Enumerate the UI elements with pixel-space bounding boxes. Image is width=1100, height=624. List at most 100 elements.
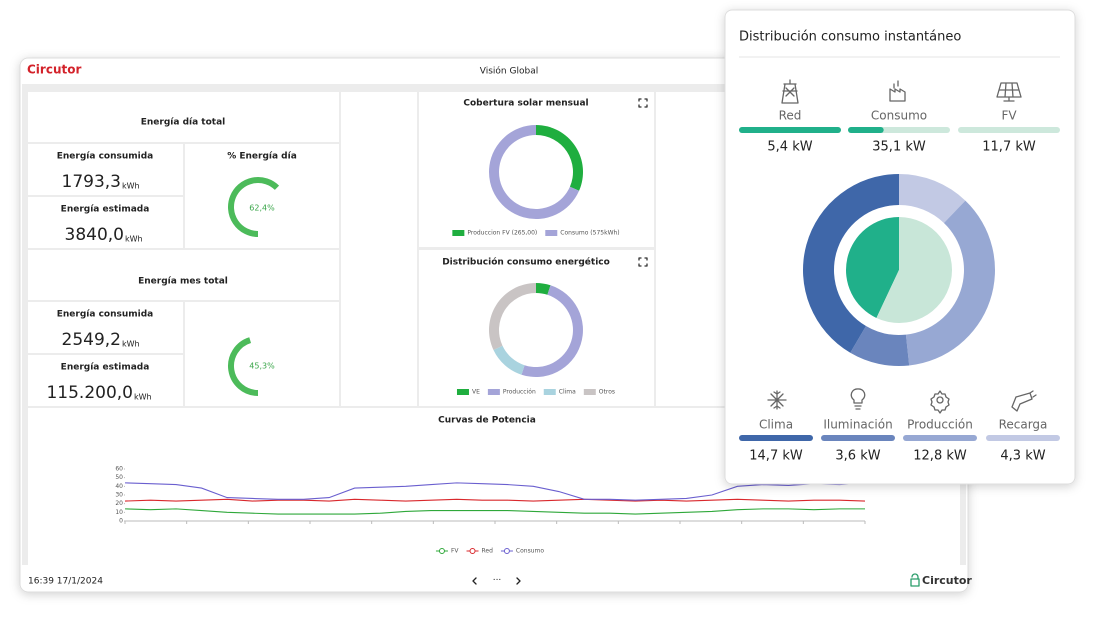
chart-title: Curvas de Potencia <box>438 416 536 426</box>
y-tick-label: 50 <box>115 474 123 481</box>
label: Energía consumida <box>57 310 154 320</box>
popup: Distribución consumo instantáneo Red 5,4 … <box>724 9 1076 485</box>
tile <box>185 302 339 406</box>
bar-fill <box>739 127 841 133</box>
donut-segment <box>521 285 583 377</box>
pie-segment <box>845 217 899 318</box>
unit: kWh <box>122 182 140 191</box>
legend-label: FV <box>451 548 459 555</box>
legend-marker <box>469 548 476 554</box>
load-bar <box>821 435 895 441</box>
tile-title: Energía mes total <box>138 277 228 287</box>
donut-segment <box>493 345 525 375</box>
source-value: 5,4 kW <box>767 140 812 155</box>
legend-swatch <box>456 389 469 395</box>
label: Energía estimada <box>61 363 150 373</box>
tile <box>419 92 654 247</box>
pie-segment <box>876 217 952 323</box>
ring-segment <box>905 200 996 366</box>
y-tick-label: 40 <box>115 483 123 490</box>
line-series <box>124 498 866 502</box>
legend-label: Red <box>482 548 494 555</box>
y-tick-label: 60 <box>115 466 123 473</box>
expand-icon[interactable] <box>638 98 648 267</box>
bar-track <box>958 127 1060 133</box>
tile <box>28 302 183 353</box>
line-series <box>124 482 866 501</box>
label: Energía consumida <box>57 152 154 162</box>
ring-segment <box>803 174 899 353</box>
donut-segment <box>536 283 551 295</box>
icon-bulb <box>850 388 866 410</box>
pager-arrows[interactable] <box>472 577 521 585</box>
popup-title: Distribución consumo instantáneo <box>739 30 961 45</box>
ring-segment <box>850 326 910 366</box>
value: 2549,2 <box>62 330 121 350</box>
gauge-label: 45,3% <box>249 362 275 371</box>
icon-factory <box>889 80 906 102</box>
load-value: 4,3 kW <box>1000 449 1045 464</box>
footer-brand: Circutor <box>922 574 972 587</box>
unit: kWh <box>122 340 140 349</box>
legend: Produccion FV (265,00) Consumo (575kWh) <box>452 230 620 237</box>
bar-fill <box>848 127 884 133</box>
load-bar <box>903 435 977 441</box>
donut-segment <box>536 125 583 191</box>
source-value: 11,7 kW <box>982 140 1036 155</box>
value: 3840,0 <box>65 225 124 245</box>
load-name: Recarga <box>999 418 1048 432</box>
source-name: Consumo <box>871 109 927 123</box>
gauge-arc <box>228 337 259 396</box>
load-name: Iluminación <box>823 418 892 432</box>
brand: Circutor <box>27 63 81 77</box>
label: Energía estimada <box>61 205 150 215</box>
tile <box>28 197 183 248</box>
load-value: 3,6 kW <box>835 449 880 464</box>
legend-swatch <box>583 389 596 395</box>
label: % Energía día <box>227 152 297 162</box>
ring-segment <box>899 174 966 224</box>
source-name: FV <box>1001 109 1017 123</box>
tile <box>28 250 339 300</box>
tile <box>28 355 183 406</box>
legend-label: Producción <box>503 389 536 396</box>
legend-swatch <box>452 230 465 236</box>
load-bar <box>986 435 1060 441</box>
load-name: Producción <box>907 418 973 432</box>
source-value: 35,1 kW <box>872 140 926 155</box>
icon-gear <box>936 396 944 404</box>
tile-title: Cobertura solar mensual <box>463 99 588 109</box>
legend-marker <box>438 548 445 554</box>
tile-title: Energía día total <box>141 118 226 128</box>
legend: VE Producción Clima Otros <box>456 389 615 396</box>
icon-solar <box>996 82 1022 102</box>
legend-label: Consumo (575kWh) <box>560 230 619 237</box>
source-name: Red <box>779 109 802 123</box>
legend-swatch <box>487 389 500 395</box>
datetime: 16:39 17/1/2024 <box>28 577 103 587</box>
unit: kWh <box>134 393 152 402</box>
tile <box>185 144 339 248</box>
pager[interactable]: ··· <box>493 576 502 586</box>
y-tick-label: 10 <box>115 509 123 516</box>
y-tick-label: 20 <box>115 500 123 507</box>
line-series <box>124 508 865 515</box>
unit: kWh <box>125 235 143 244</box>
legend-label: Clima <box>559 389 576 396</box>
icon-grid <box>781 79 799 104</box>
tile-title: Distribución consumo energético <box>442 257 610 268</box>
lock-icon <box>910 573 920 587</box>
legend-swatch <box>545 230 558 236</box>
load-value: 12,8 kW <box>913 449 967 464</box>
load-value: 14,7 kW <box>749 449 803 464</box>
legend-marker <box>503 548 510 554</box>
load-bar <box>739 435 813 441</box>
value: 1793,3 <box>62 172 121 192</box>
legend: FV Red Consumo <box>435 548 544 555</box>
load-name: Clima <box>759 418 793 432</box>
tile <box>28 144 183 195</box>
tile <box>341 92 417 406</box>
y-tick-label: 0 <box>119 518 123 525</box>
y-tick-label: 30 <box>115 492 123 499</box>
